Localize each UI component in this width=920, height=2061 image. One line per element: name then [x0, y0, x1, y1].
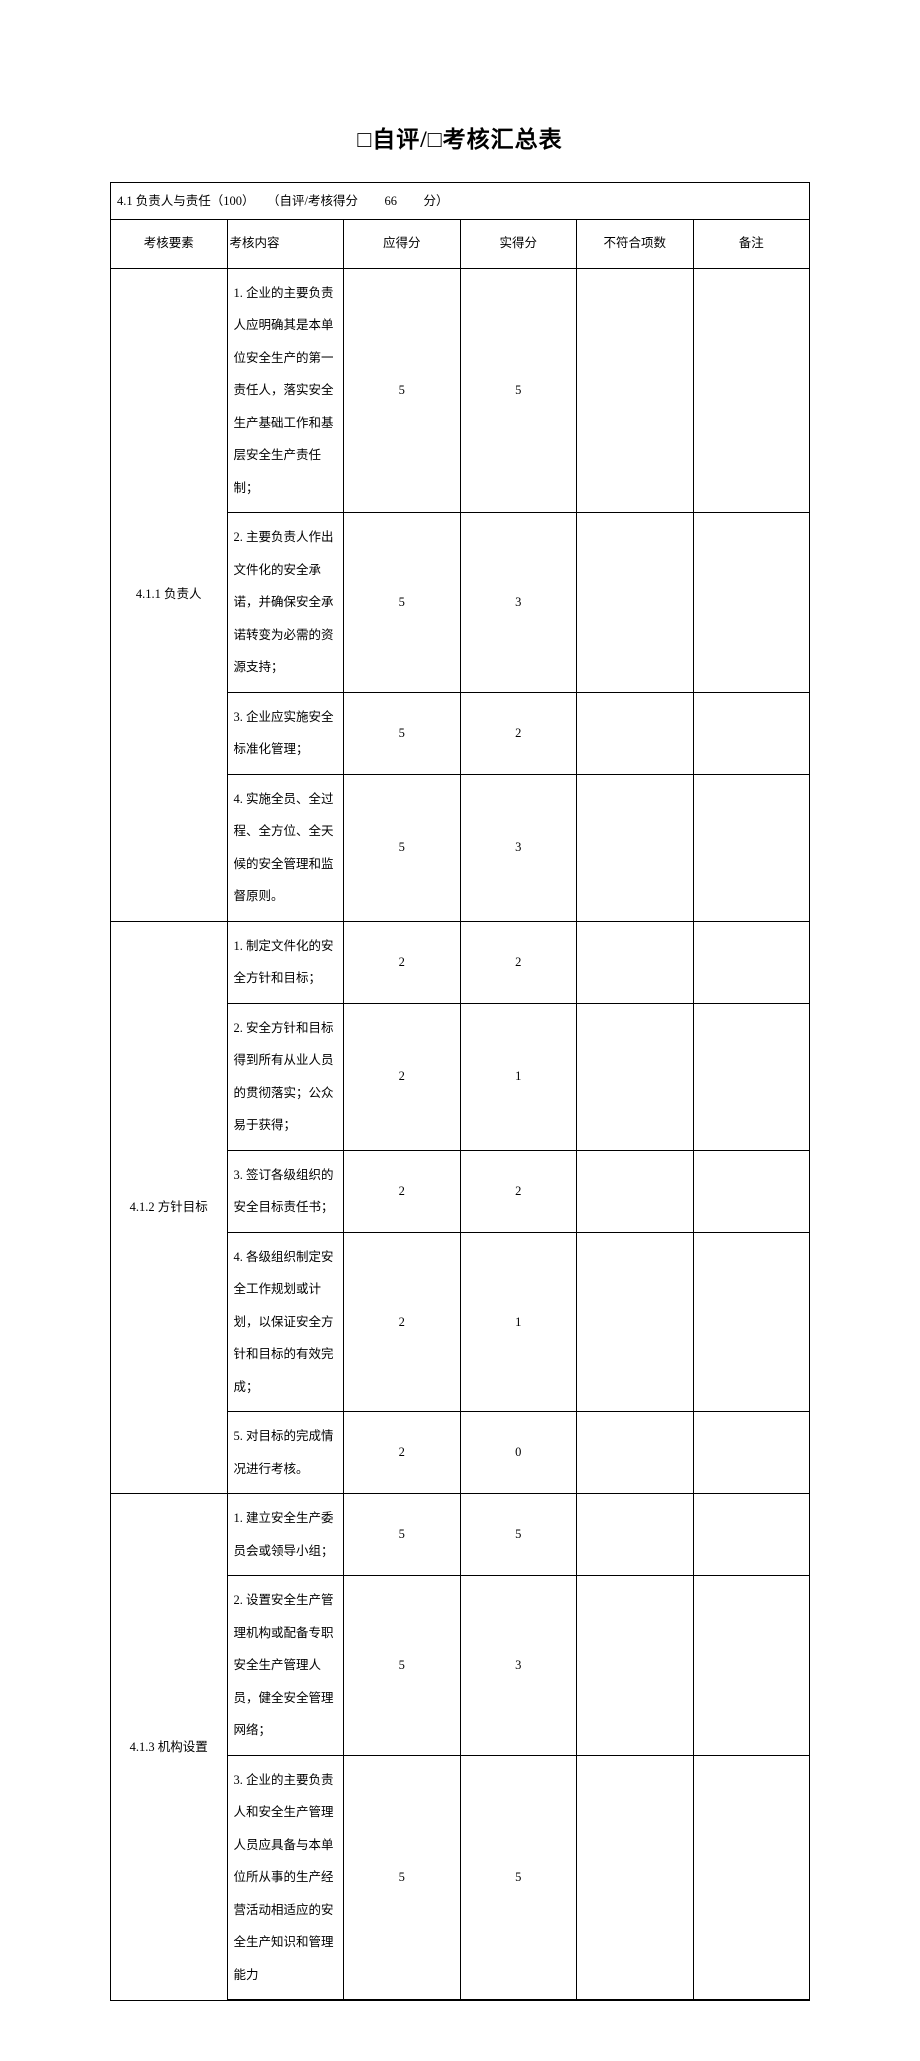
remark-cell	[693, 268, 810, 513]
remark-cell	[693, 692, 810, 774]
max-score-cell: 2	[344, 1150, 461, 1232]
table-row: 4.1.1 负责人1. 企业的主要负责人应明确其是本单位安全生产的第一责任人，落…	[111, 268, 810, 513]
content-cell: 5. 对目标的完成情况进行考核。	[227, 1412, 344, 1494]
content-cell: 3. 企业应实施安全标准化管理；	[227, 692, 344, 774]
content-cell: 2. 主要负责人作出文件化的安全承诺，并确保安全承诺转变为必需的资源支持；	[227, 513, 344, 693]
table-row: 4.1.2 方针目标1. 制定文件化的安全方针和目标；22	[111, 921, 810, 1003]
content-cell: 3. 企业的主要负责人和安全生产管理人员应具备与本单位所从事的生产经营活动相适应…	[227, 1755, 344, 2000]
actual-score-cell: 0	[460, 1412, 577, 1494]
actual-score-cell: 1	[460, 1003, 577, 1150]
assessment-table: 4.1 负责人与责任（100） （自评/考核得分 66 分） 考核要素 考核内容…	[110, 182, 810, 2001]
max-score-cell: 2	[344, 921, 461, 1003]
remark-cell	[693, 921, 810, 1003]
section-header-row: 4.1 负责人与责任（100） （自评/考核得分 66 分）	[111, 183, 810, 220]
nonconf-cell	[577, 1755, 694, 2000]
header-remark: 备注	[693, 220, 810, 269]
header-content: 考核内容	[227, 220, 344, 269]
actual-score-cell: 5	[460, 1494, 577, 1576]
actual-score-cell: 2	[460, 692, 577, 774]
section-score-after: 分）	[424, 194, 449, 208]
nonconf-cell	[577, 774, 694, 921]
actual-score-cell: 3	[460, 513, 577, 693]
max-score-cell: 5	[344, 692, 461, 774]
nonconf-cell	[577, 1494, 694, 1576]
max-score-cell: 5	[344, 1755, 461, 2000]
header-actual: 实得分	[460, 220, 577, 269]
actual-score-cell: 5	[460, 1755, 577, 2000]
nonconf-cell	[577, 1576, 694, 1756]
content-cell: 1. 建立安全生产委员会或领导小组；	[227, 1494, 344, 1576]
nonconf-cell	[577, 1150, 694, 1232]
remark-cell	[693, 1494, 810, 1576]
max-score-cell: 5	[344, 774, 461, 921]
content-cell: 4. 实施全员、全过程、全方位、全天候的安全管理和监督原则。	[227, 774, 344, 921]
actual-score-cell: 2	[460, 1150, 577, 1232]
remark-cell	[693, 1576, 810, 1756]
nonconf-cell	[577, 1232, 694, 1412]
remark-cell	[693, 1232, 810, 1412]
actual-score-cell: 1	[460, 1232, 577, 1412]
section-score-before: （自评/考核得分	[267, 194, 358, 208]
section-header: 4.1 负责人与责任（100） （自评/考核得分 66 分）	[111, 183, 810, 220]
remark-cell	[693, 1003, 810, 1150]
table-row: 4.1.3 机构设置1. 建立安全生产委员会或领导小组；55	[111, 1494, 810, 1576]
max-score-cell: 5	[344, 513, 461, 693]
element-cell: 4.1.3 机构设置	[111, 1494, 228, 2001]
max-score-cell: 2	[344, 1003, 461, 1150]
remark-cell	[693, 774, 810, 921]
nonconf-cell	[577, 692, 694, 774]
content-cell: 1. 企业的主要负责人应明确其是本单位安全生产的第一责任人，落实安全生产基础工作…	[227, 268, 344, 513]
remark-cell	[693, 1755, 810, 2000]
remark-cell	[693, 1412, 810, 1494]
content-cell: 2. 安全方针和目标得到所有从业人员的贯彻落实；公众易于获得；	[227, 1003, 344, 1150]
header-max: 应得分	[344, 220, 461, 269]
page-title: □自评/□考核汇总表	[110, 120, 810, 154]
remark-cell	[693, 513, 810, 693]
max-score-cell: 5	[344, 1494, 461, 1576]
header-nonconf: 不符合项数	[577, 220, 694, 269]
max-score-cell: 2	[344, 1412, 461, 1494]
content-cell: 1. 制定文件化的安全方针和目标；	[227, 921, 344, 1003]
table-header-row: 考核要素 考核内容 应得分 实得分 不符合项数 备注	[111, 220, 810, 269]
actual-score-cell: 3	[460, 774, 577, 921]
content-cell: 4. 各级组织制定安全工作规划或计划，以保证安全方针和目标的有效完成；	[227, 1232, 344, 1412]
nonconf-cell	[577, 1003, 694, 1150]
nonconf-cell	[577, 268, 694, 513]
section-prefix: 4.1 负责人与责任（100）	[117, 194, 255, 208]
actual-score-cell: 3	[460, 1576, 577, 1756]
remark-cell	[693, 1150, 810, 1232]
nonconf-cell	[577, 1412, 694, 1494]
actual-score-cell: 5	[460, 268, 577, 513]
header-element: 考核要素	[111, 220, 228, 269]
content-cell: 3. 签订各级组织的安全目标责任书；	[227, 1150, 344, 1232]
max-score-cell: 5	[344, 1576, 461, 1756]
nonconf-cell	[577, 513, 694, 693]
content-cell: 2. 设置安全生产管理机构或配备专职安全生产管理人员，健全安全管理网络；	[227, 1576, 344, 1756]
actual-score-cell: 2	[460, 921, 577, 1003]
element-cell: 4.1.2 方针目标	[111, 921, 228, 1494]
max-score-cell: 2	[344, 1232, 461, 1412]
element-cell: 4.1.1 负责人	[111, 268, 228, 921]
nonconf-cell	[577, 921, 694, 1003]
max-score-cell: 5	[344, 268, 461, 513]
section-score-value: 66	[377, 191, 405, 211]
